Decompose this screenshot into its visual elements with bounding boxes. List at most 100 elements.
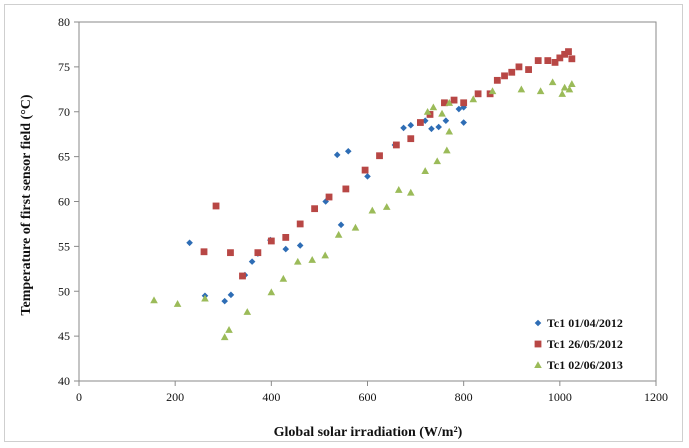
x-tick-label: 200 bbox=[166, 390, 184, 404]
data-point bbox=[267, 288, 276, 296]
y-tick-label: 45 bbox=[58, 329, 70, 343]
y-tick-label: 60 bbox=[58, 195, 70, 209]
data-point bbox=[429, 103, 438, 111]
data-point bbox=[344, 147, 352, 155]
data-point bbox=[561, 50, 569, 58]
data-point bbox=[382, 203, 391, 210]
data-point bbox=[568, 55, 576, 63]
data-point bbox=[450, 96, 458, 104]
data-point bbox=[548, 78, 557, 86]
data-point bbox=[442, 117, 450, 125]
data-point bbox=[551, 58, 559, 66]
data-point bbox=[254, 249, 262, 257]
legend-marker bbox=[534, 319, 542, 327]
data-point bbox=[394, 186, 403, 193]
data-point bbox=[293, 257, 302, 265]
data-point bbox=[568, 80, 576, 87]
data-point bbox=[325, 193, 333, 201]
data-point bbox=[407, 135, 415, 143]
data-points bbox=[150, 48, 576, 341]
data-point bbox=[333, 151, 341, 159]
legend-label: Tc1 02/06/2013 bbox=[547, 358, 623, 372]
data-point bbox=[421, 167, 429, 175]
data-point bbox=[337, 221, 345, 229]
data-point bbox=[227, 249, 234, 257]
y-tick-label: 65 bbox=[58, 150, 70, 164]
data-point bbox=[508, 68, 516, 76]
data-point bbox=[421, 117, 429, 125]
x-tick-label: 0 bbox=[76, 390, 82, 404]
data-point bbox=[296, 220, 304, 228]
legend-item: Tc1 26/05/2012 bbox=[534, 337, 623, 351]
x-tick-label: 600 bbox=[359, 390, 377, 404]
data-point bbox=[493, 76, 501, 84]
data-point bbox=[282, 234, 290, 241]
data-point bbox=[282, 245, 290, 253]
x-tick-label: 800 bbox=[455, 390, 473, 404]
data-point bbox=[428, 125, 435, 133]
y-tick-label: 40 bbox=[58, 374, 70, 388]
data-point bbox=[225, 326, 233, 333]
data-point bbox=[321, 251, 329, 259]
data-point bbox=[556, 54, 564, 62]
data-point bbox=[525, 66, 532, 73]
data-point bbox=[407, 121, 415, 129]
data-point bbox=[267, 237, 275, 245]
series-2 bbox=[200, 48, 576, 280]
data-point bbox=[308, 256, 317, 263]
data-point bbox=[441, 99, 448, 107]
legend-item: Tc1 01/04/2012 bbox=[534, 316, 623, 330]
data-point bbox=[351, 223, 360, 231]
data-point bbox=[392, 141, 400, 149]
data-point bbox=[445, 127, 454, 135]
data-point bbox=[368, 206, 377, 214]
data-point bbox=[342, 185, 350, 193]
data-point bbox=[248, 258, 256, 265]
data-point bbox=[311, 205, 319, 213]
data-point bbox=[400, 124, 407, 132]
chart-frame bbox=[4, 4, 683, 442]
data-point bbox=[433, 157, 442, 165]
data-point bbox=[517, 85, 526, 93]
y-tick-label: 55 bbox=[58, 239, 70, 253]
data-point bbox=[173, 300, 182, 307]
legend-marker bbox=[534, 361, 542, 369]
data-point bbox=[558, 90, 567, 97]
legend-label: Tc1 01/04/2012 bbox=[547, 316, 623, 330]
y-tick-label: 50 bbox=[58, 284, 70, 298]
series-1 bbox=[186, 103, 467, 305]
x-tick-label: 400 bbox=[262, 390, 280, 404]
data-point bbox=[150, 296, 158, 304]
y-axis: 40 45 50 55 60 65 70 75 80 bbox=[58, 15, 79, 388]
y-tick-label: 75 bbox=[58, 60, 70, 74]
data-point bbox=[501, 72, 508, 80]
data-point bbox=[201, 294, 209, 302]
data-point bbox=[186, 239, 193, 247]
data-point bbox=[435, 123, 442, 131]
data-point bbox=[220, 333, 229, 341]
data-point bbox=[443, 146, 451, 154]
data-point bbox=[423, 107, 432, 115]
data-point bbox=[334, 230, 343, 238]
x-axis: 0 200 400 600 800 1000 1200 bbox=[76, 381, 668, 404]
data-point bbox=[488, 87, 497, 95]
data-point bbox=[376, 152, 383, 160]
data-point bbox=[406, 188, 415, 196]
data-point bbox=[221, 297, 228, 305]
y-tick-label: 80 bbox=[58, 15, 70, 29]
data-point bbox=[536, 87, 545, 95]
data-point bbox=[243, 308, 252, 315]
data-point bbox=[227, 291, 235, 299]
series-3 bbox=[150, 78, 576, 341]
data-point bbox=[560, 83, 569, 91]
legend-item: Tc1 02/06/2013 bbox=[534, 358, 623, 372]
x-tick-label: 1000 bbox=[548, 390, 572, 404]
y-axis-title: Temperature of first sensor field (°C) bbox=[19, 94, 34, 315]
data-point bbox=[445, 98, 454, 106]
data-point bbox=[364, 173, 371, 180]
data-point bbox=[534, 57, 542, 64]
legend-marker bbox=[534, 340, 542, 348]
data-point bbox=[469, 95, 478, 103]
data-point bbox=[200, 248, 208, 256]
